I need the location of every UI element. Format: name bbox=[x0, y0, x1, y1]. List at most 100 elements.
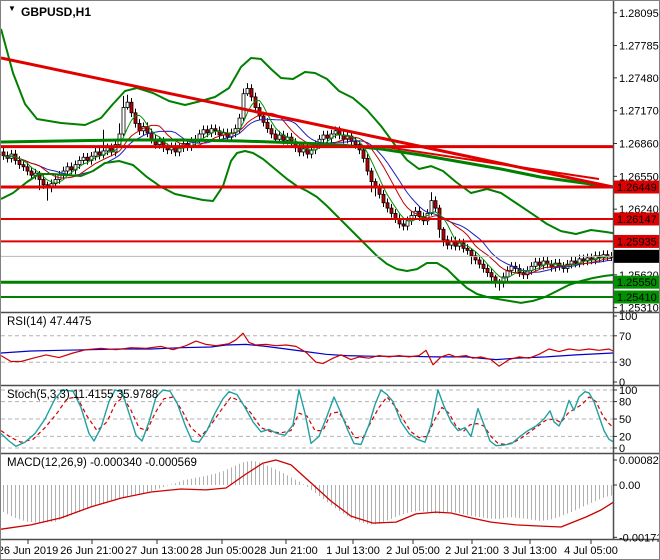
svg-text:1.26860: 1.26860 bbox=[619, 139, 659, 151]
svg-text:28 Jun 21:00: 28 Jun 21:00 bbox=[254, 545, 318, 557]
candle bbox=[573, 260, 578, 264]
candle bbox=[365, 157, 370, 172]
candle bbox=[301, 148, 306, 153]
candle bbox=[265, 121, 270, 130]
stoch-panel bbox=[1, 389, 614, 449]
candle bbox=[461, 242, 466, 249]
svg-text:0: 0 bbox=[619, 377, 625, 389]
candle bbox=[429, 200, 434, 214]
price-badge bbox=[614, 180, 659, 194]
candle bbox=[369, 170, 374, 183]
candle bbox=[69, 166, 74, 171]
candle bbox=[93, 151, 98, 157]
price-badge bbox=[614, 290, 659, 304]
time-axis[interactable]: 26 Jun 2019 26 Jun 21:00 27 Jun 13:00 28 Ju… bbox=[1, 539, 618, 558]
candle bbox=[17, 160, 22, 166]
price-badge bbox=[614, 249, 659, 263]
candle bbox=[297, 147, 302, 153]
candle bbox=[217, 130, 222, 136]
svg-text:2 Jul 05:00: 2 Jul 05:00 bbox=[386, 545, 440, 557]
candle bbox=[465, 247, 470, 251]
candle bbox=[473, 255, 478, 261]
candle bbox=[509, 265, 514, 271]
svg-text:0.000821: 0.000821 bbox=[619, 455, 660, 467]
candle bbox=[333, 130, 338, 135]
svg-text:-0.001718: -0.001718 bbox=[619, 532, 660, 544]
symbol-label: GBPUSD,H1 bbox=[21, 5, 92, 19]
svg-text:1 Jul 13:00: 1 Jul 13:00 bbox=[326, 545, 380, 557]
candle bbox=[81, 156, 86, 161]
svg-text:100: 100 bbox=[619, 385, 637, 397]
trendlines-layer bbox=[1, 56, 614, 189]
price-badge bbox=[614, 275, 659, 289]
levels-layer bbox=[1, 145, 613, 299]
candle bbox=[105, 147, 110, 152]
svg-text:1.25310: 1.25310 bbox=[619, 303, 659, 315]
candle bbox=[213, 128, 218, 132]
svg-text:1.25410: 1.25410 bbox=[617, 292, 657, 304]
svg-text:1.28095: 1.28095 bbox=[619, 8, 659, 20]
candle bbox=[125, 101, 130, 108]
candle bbox=[249, 88, 254, 98]
candle bbox=[309, 149, 314, 155]
price-axis[interactable]: 1.28095 1.27785 1.27480 1.27170 1.26860 1.265… bbox=[613, 8, 660, 315]
rsi-indicator-label: RSI(14) 47.4475 bbox=[7, 316, 92, 328]
stoch-indicator-label: Stoch(5,3,3) 11.4155 35.9788 bbox=[7, 389, 159, 401]
candle bbox=[85, 156, 90, 161]
candle bbox=[277, 134, 282, 140]
svg-text:50: 50 bbox=[619, 414, 631, 426]
candle bbox=[197, 133, 202, 140]
rsi-panel bbox=[1, 332, 614, 367]
candle bbox=[77, 160, 82, 166]
svg-text:0.00: 0.00 bbox=[619, 480, 640, 492]
candle bbox=[1, 151, 6, 157]
candle bbox=[593, 255, 598, 261]
candle bbox=[353, 140, 358, 145]
svg-text:4 Jul 05:00: 4 Jul 05:00 bbox=[564, 545, 618, 557]
macd-panel bbox=[1, 459, 614, 530]
svg-text:1.26550: 1.26550 bbox=[619, 171, 659, 183]
candle bbox=[381, 193, 386, 204]
candle bbox=[489, 272, 494, 278]
candle bbox=[469, 250, 474, 257]
candle bbox=[97, 151, 102, 156]
svg-text:28 Jun 05:00: 28 Jun 05:00 bbox=[190, 545, 254, 557]
candle bbox=[417, 210, 422, 217]
moving-averages-layer bbox=[3, 100, 612, 279]
panel-separators bbox=[1, 1, 659, 541]
svg-text:0: 0 bbox=[619, 443, 625, 455]
svg-text:1.26449: 1.26449 bbox=[617, 182, 657, 194]
candle bbox=[433, 200, 438, 209]
svg-text:100: 100 bbox=[619, 311, 637, 323]
macd-indicator-label: MACD(12,26,9) -0.000340 -0.000569 bbox=[7, 457, 197, 469]
candle bbox=[441, 228, 446, 241]
candle bbox=[65, 166, 70, 172]
svg-text:70: 70 bbox=[619, 331, 631, 343]
candle bbox=[385, 202, 390, 209]
candle bbox=[585, 257, 590, 262]
svg-text:80: 80 bbox=[619, 397, 631, 409]
candle bbox=[201, 129, 206, 135]
candle bbox=[569, 260, 574, 265]
svg-text:26 Jun 2019: 26 Jun 2019 bbox=[1, 545, 58, 557]
svg-text:27 Jun 13:00: 27 Jun 13:00 bbox=[125, 545, 189, 557]
svg-text:30: 30 bbox=[619, 357, 631, 369]
candle bbox=[41, 179, 46, 186]
candle bbox=[245, 88, 250, 95]
candle bbox=[389, 207, 394, 214]
svg-text:1.26147: 1.26147 bbox=[617, 214, 657, 226]
candle bbox=[393, 212, 398, 220]
candle bbox=[485, 268, 490, 274]
svg-text:3 Jul 13:00: 3 Jul 13:00 bbox=[503, 545, 557, 557]
candle bbox=[537, 261, 542, 266]
svg-text:1.27785: 1.27785 bbox=[619, 41, 659, 53]
candle bbox=[241, 93, 246, 119]
candle bbox=[533, 261, 538, 267]
svg-text:20: 20 bbox=[619, 431, 631, 443]
svg-text:1.27480: 1.27480 bbox=[619, 73, 659, 85]
candle bbox=[53, 179, 58, 185]
svg-text:1.25794: 1.25794 bbox=[617, 251, 657, 263]
